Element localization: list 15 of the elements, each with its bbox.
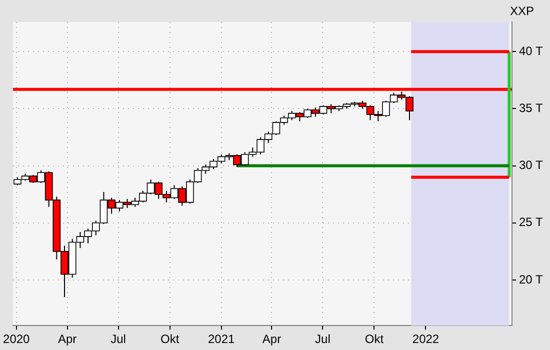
y-tick-label: 25 T xyxy=(518,215,544,230)
x-tick-label: 2022 xyxy=(412,332,440,346)
x-tick-label: Jul xyxy=(110,332,126,346)
y-tick-label: 20 T xyxy=(518,272,544,286)
x-tick-label: Apr xyxy=(262,332,282,346)
y-tick-label: 40 T xyxy=(518,44,544,58)
x-tick-label: Apr xyxy=(58,332,77,346)
y-tick-label: 30 T xyxy=(518,158,544,172)
x-tick-label: Okt xyxy=(364,332,384,346)
y-axis-title: XXP xyxy=(510,4,534,18)
x-tick-label: Jul xyxy=(315,332,330,346)
x-tick-label: Okt xyxy=(160,332,180,346)
y-tick-label: 35 T xyxy=(518,101,544,116)
x-tick-label: 2020 xyxy=(3,332,30,346)
x-tick-label: 2021 xyxy=(208,332,235,346)
